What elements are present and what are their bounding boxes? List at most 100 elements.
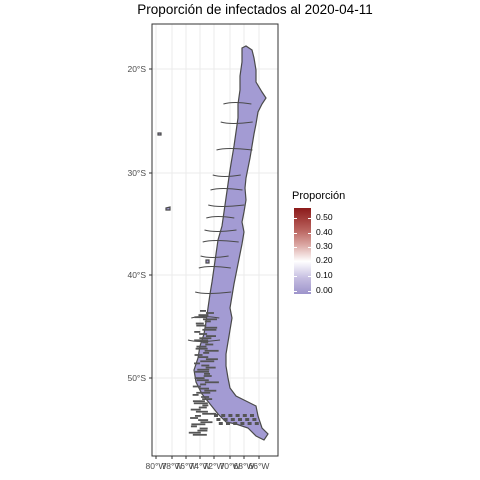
region-border xyxy=(210,187,243,191)
archipelago-island xyxy=(194,362,201,365)
archipelago-island xyxy=(194,339,209,342)
region-border xyxy=(187,339,221,343)
archipelago-island xyxy=(195,347,208,350)
archipelago-island xyxy=(202,412,217,415)
archipelago-island xyxy=(204,381,219,384)
archipelago-island xyxy=(190,425,197,428)
archipelago-island xyxy=(195,370,210,373)
legend-tick xyxy=(294,261,311,262)
archipelago-island xyxy=(195,322,204,325)
archipelago-island xyxy=(240,422,245,425)
archipelago-island xyxy=(199,337,212,340)
region-border xyxy=(206,215,235,219)
archipelago-island xyxy=(190,408,201,411)
archipelago-island xyxy=(204,373,211,375)
archipelago-island xyxy=(245,418,250,421)
island-3 xyxy=(205,259,210,264)
legend-tick xyxy=(294,276,311,277)
y-tick-label: 30°S xyxy=(127,168,146,178)
x-tick-label: 76°W xyxy=(176,461,197,471)
y-axis: 20°S 30°S 40°S 50°S xyxy=(127,64,152,383)
archipelago-island xyxy=(199,427,208,430)
legend-label: 0.30 xyxy=(316,241,333,251)
archipelago-island xyxy=(194,377,205,379)
legend-title: Proporción xyxy=(292,190,346,202)
legend-tick xyxy=(294,291,311,292)
archipelago-island xyxy=(190,417,199,419)
map-title: Proporción de infectados al 2020-04-11 xyxy=(137,2,373,17)
archipelago-island xyxy=(202,328,217,331)
archipelago-island xyxy=(242,414,247,417)
region-border xyxy=(195,291,232,295)
archipelago-island xyxy=(194,316,207,319)
archipelago-island xyxy=(250,414,254,417)
archipelago-island xyxy=(228,414,233,417)
archipelago-island xyxy=(238,418,242,421)
legend-tick xyxy=(294,233,311,234)
archipelago-island xyxy=(200,421,213,424)
x-tick-label: 80°W xyxy=(146,461,167,471)
archipelago-island xyxy=(199,333,208,335)
legend-colorbar xyxy=(294,208,311,294)
archipelago-island xyxy=(223,418,228,421)
region-border xyxy=(216,147,253,151)
southern-archipelago xyxy=(188,310,259,436)
archipelago-island xyxy=(198,406,207,409)
legend-label: 0.50 xyxy=(316,212,333,222)
archipelago-island xyxy=(200,383,207,386)
archipelago-island xyxy=(214,414,218,417)
archipelago-island xyxy=(188,431,201,434)
island-2 xyxy=(165,206,171,211)
region-border xyxy=(223,101,252,105)
archipelago-island xyxy=(226,422,230,425)
x-tick-label: 70°W xyxy=(220,461,241,471)
region-border xyxy=(200,255,229,259)
archipelago-island xyxy=(201,396,210,398)
region-border xyxy=(208,204,245,208)
archipelago-island xyxy=(198,314,209,316)
regions-layer xyxy=(157,45,269,441)
archipelago-island xyxy=(252,418,257,421)
legend-label: 0.20 xyxy=(316,255,333,265)
archipelago-island xyxy=(201,364,210,367)
archipelago-island xyxy=(196,391,211,394)
archipelago-island xyxy=(196,345,207,348)
archipelago-island xyxy=(198,356,209,358)
legend-tick xyxy=(294,218,311,219)
archipelago-island xyxy=(230,418,235,421)
archipelago-island xyxy=(204,349,219,352)
archipelago-island xyxy=(202,318,217,321)
x-tick-label: 66°W xyxy=(249,461,270,471)
y-tick-label: 40°S xyxy=(127,270,146,280)
region-border xyxy=(204,229,237,233)
island-1 xyxy=(157,132,162,136)
y-tick-label: 20°S xyxy=(127,64,146,74)
panel-border xyxy=(151,23,279,457)
archipelago-island xyxy=(196,379,209,382)
archipelago-island xyxy=(198,419,209,421)
x-tick-label: 74°W xyxy=(190,461,211,471)
region-border xyxy=(212,174,241,178)
archipelago-island xyxy=(205,335,216,337)
archipelago-island xyxy=(202,404,209,407)
y-tick-label: 50°S xyxy=(127,373,146,383)
region-border xyxy=(202,239,239,243)
archipelago-island xyxy=(197,429,208,432)
archipelago-island xyxy=(205,366,216,369)
archipelago-island xyxy=(235,414,240,417)
archipelago-island xyxy=(202,341,209,344)
archipelago-island xyxy=(200,310,206,312)
archipelago-island xyxy=(192,394,199,396)
archipelago-island xyxy=(218,422,223,425)
archipelago-island xyxy=(216,418,221,421)
archipelago-island xyxy=(205,326,218,329)
archipelago-island xyxy=(202,398,213,400)
archipelago-island xyxy=(204,320,211,323)
archipelago-island xyxy=(191,423,206,426)
legend: Proporción 0.50 0.40 0.30 0.20 0.10 0.00 xyxy=(292,190,346,295)
archipelago-island xyxy=(203,352,210,354)
archipelago-island xyxy=(233,422,238,425)
archipelago-island xyxy=(221,414,226,417)
archipelago-island xyxy=(195,410,208,413)
